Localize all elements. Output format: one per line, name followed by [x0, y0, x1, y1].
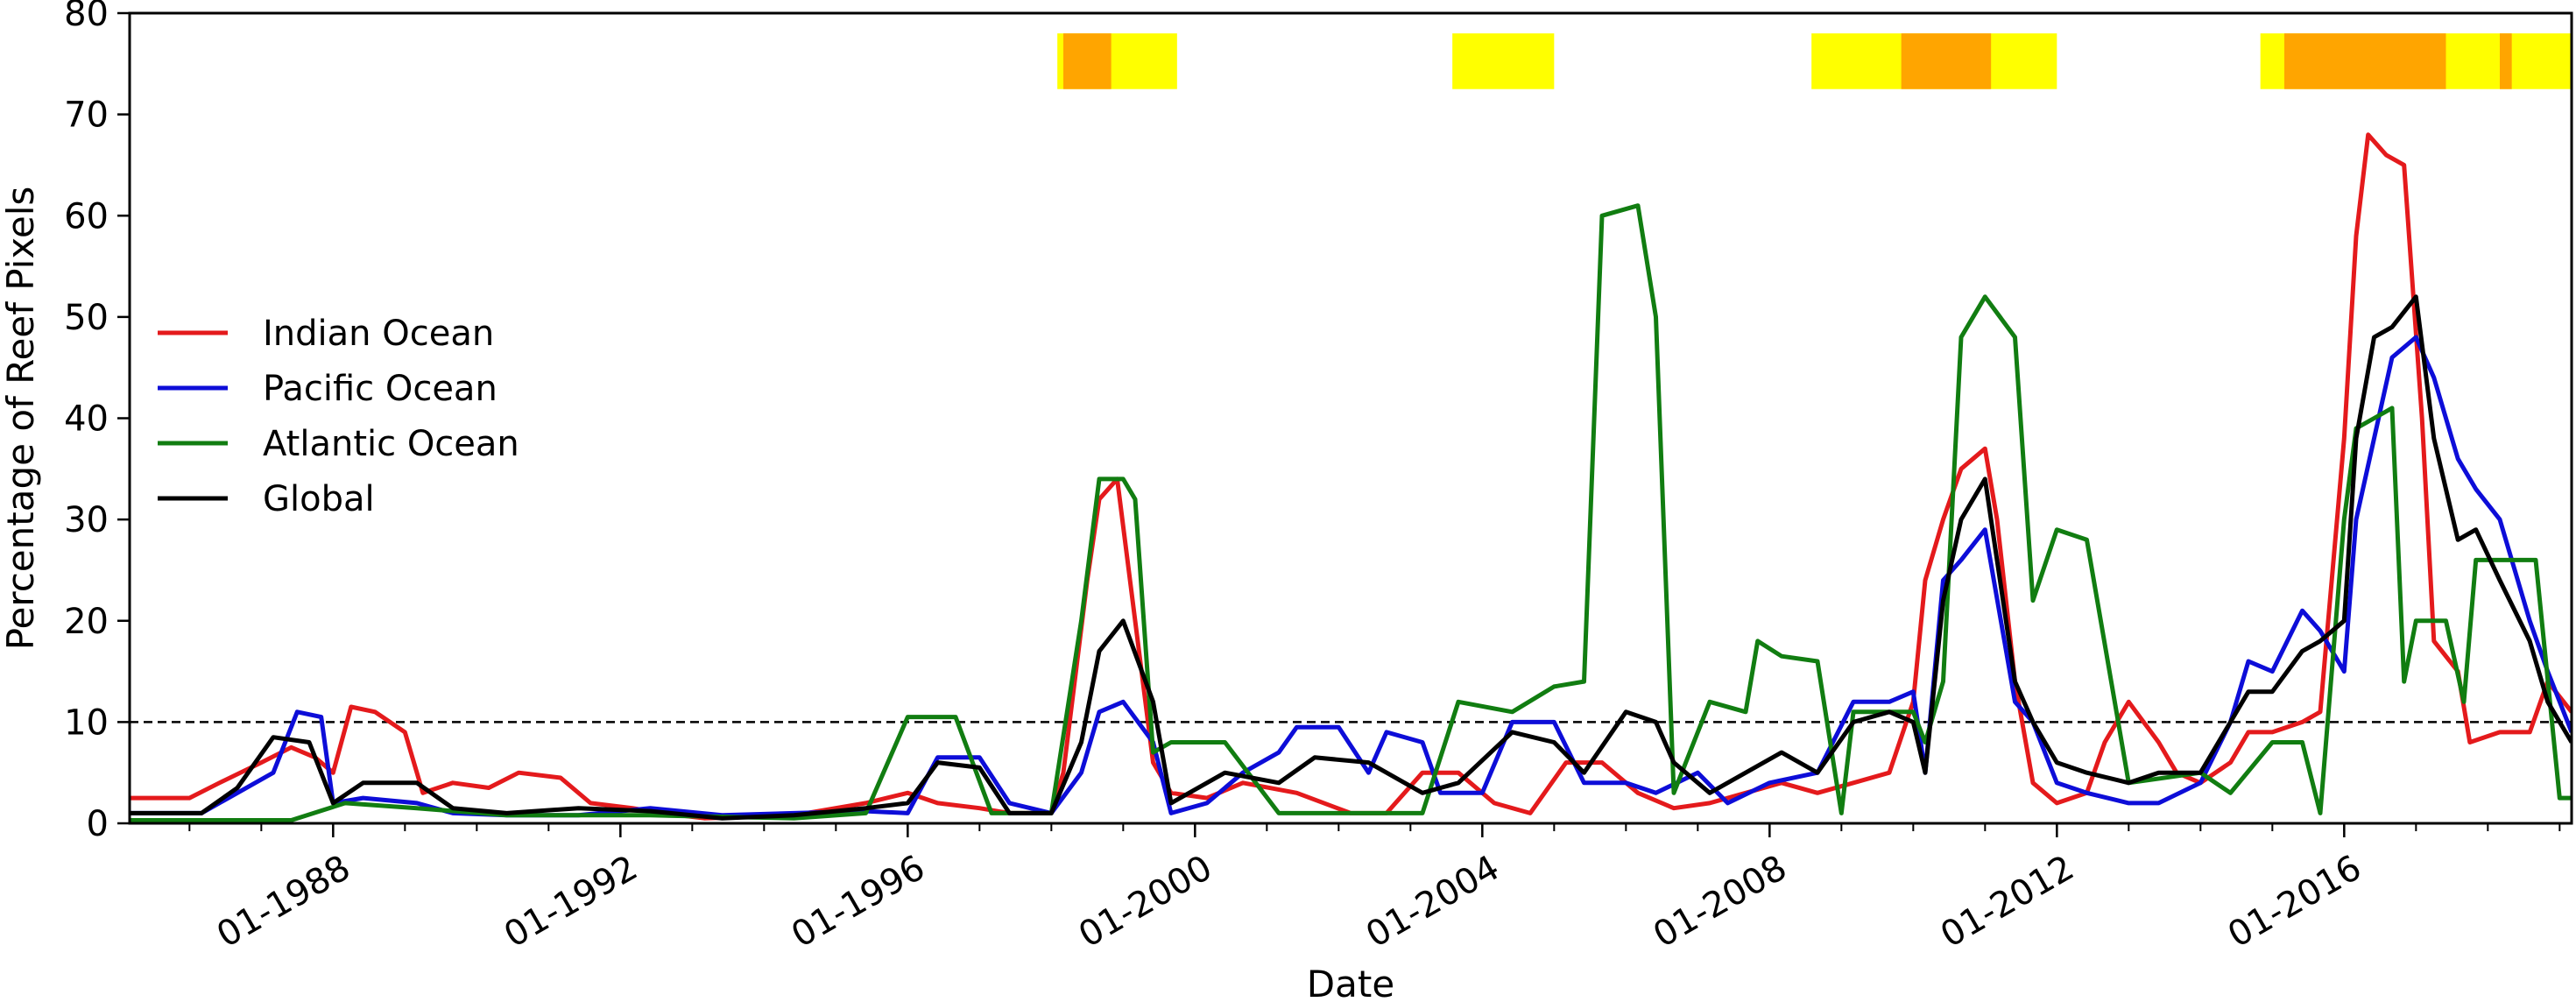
- y-tick-label: 60: [64, 196, 109, 236]
- y-axis: 0 10 20 30 40 50 60 70 80: [64, 0, 130, 844]
- event-band-6: [2284, 33, 2446, 89]
- y-tick-label: 50: [64, 298, 109, 338]
- series-lines: [130, 132, 2572, 822]
- legend-label: Pacific Ocean: [263, 369, 498, 409]
- event-band-2: [1452, 33, 1555, 89]
- event-band-1: [1063, 33, 1112, 89]
- y-tick-label: 80: [64, 0, 109, 34]
- legend: Indian Ocean Pacific Ocean Atlantic Ocean G…: [158, 314, 519, 519]
- legend-label: Indian Ocean: [263, 314, 494, 354]
- y-tick-label: 10: [64, 702, 109, 743]
- y-tick-label: 0: [87, 804, 109, 844]
- event-band-7: [2500, 33, 2512, 89]
- series-line-global: [130, 294, 2572, 821]
- legend-label: Global: [263, 479, 375, 519]
- event-band-4: [1901, 33, 1992, 89]
- event-bands: [1057, 33, 2572, 89]
- y-tick-label: 30: [64, 500, 109, 540]
- y-tick-label: 40: [64, 399, 109, 440]
- series-line-pacific-ocean: [130, 335, 2572, 818]
- series-line-indian-ocean: [130, 132, 2572, 821]
- x-axis-label: Date: [1307, 963, 1394, 1002]
- y-tick-label: 20: [64, 602, 109, 642]
- legend-label: Atlantic Ocean: [263, 424, 519, 464]
- y-tick-label: 70: [64, 95, 109, 136]
- y-axis-label: Percentage of Reef Pixels: [0, 187, 42, 651]
